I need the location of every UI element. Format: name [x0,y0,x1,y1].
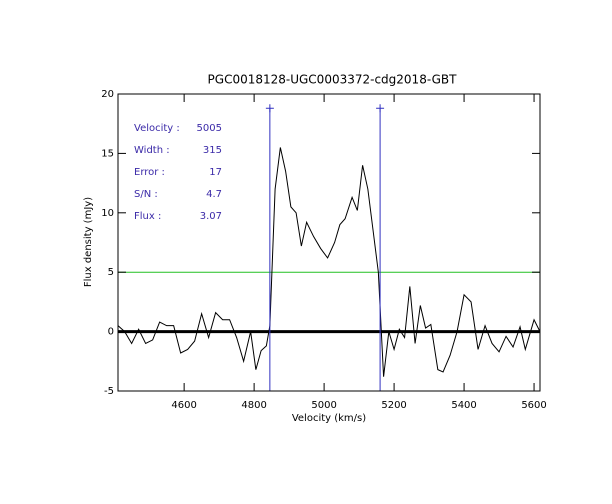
annotation-label: Velocity : [134,123,180,134]
y-axis-label: Flux density (mJy) [83,197,94,287]
annotation-label: Flux : [134,211,161,222]
annotation-value: 3.07 [200,211,222,222]
annotation-label: Error : [134,167,165,178]
chart-title: PGC0018128-UGC0003372-cdg2018-GBT [208,73,458,87]
x-axis-label: Velocity (km/s) [292,413,366,424]
annotation-value: 5005 [197,123,222,134]
x-tick-label: 4800 [241,400,266,411]
y-tick-label: -5 [104,386,114,397]
annotation-value: 4.7 [206,189,222,200]
plot-frame [117,93,541,392]
y-tick-label: 20 [101,89,114,100]
x-tick-label: 5600 [521,400,546,411]
x-tick-label: 4600 [171,400,196,411]
y-tick-label: 5 [108,267,114,278]
x-tick-label: 5000 [311,400,336,411]
annotation-value: 17 [209,167,222,178]
y-tick-label: 0 [108,327,114,338]
y-tick-label: 15 [101,148,114,159]
annotation-value: 315 [203,145,222,156]
y-tick-label: 10 [101,208,114,219]
annotation-label: Width : [134,145,170,156]
x-tick-label: 5200 [381,400,406,411]
annotation-label: S/N : [134,189,158,200]
x-tick-label: 5400 [451,400,476,411]
